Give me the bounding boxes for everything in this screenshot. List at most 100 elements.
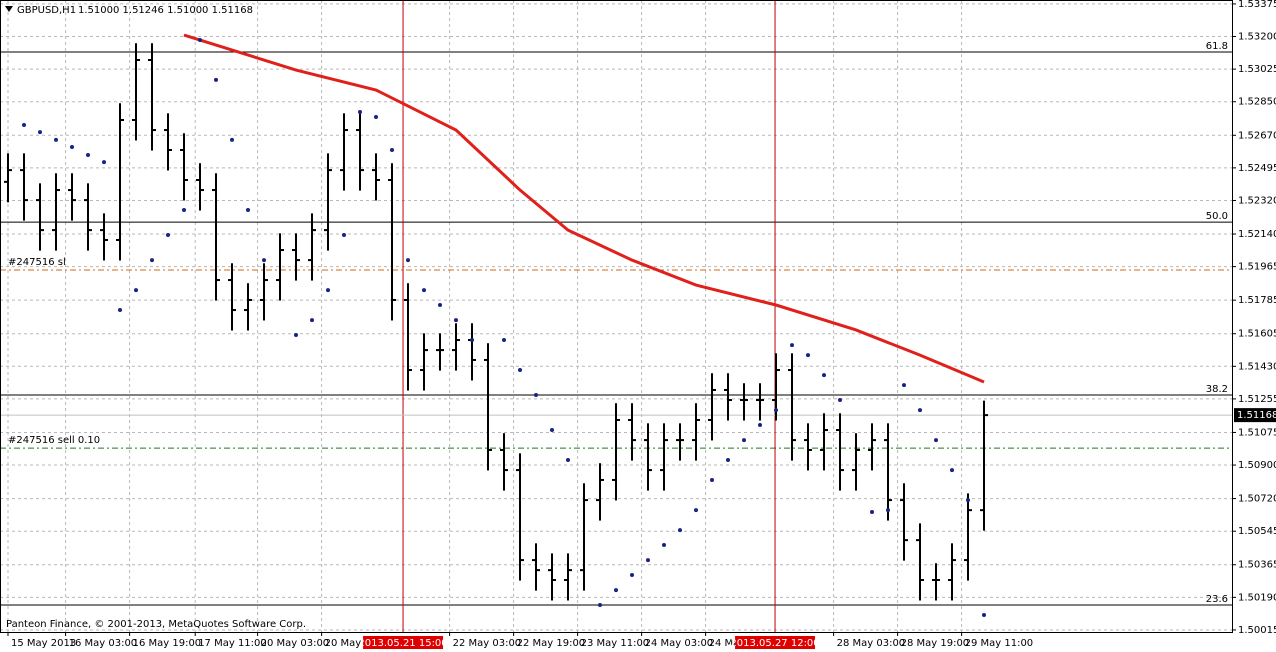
sar-dot [950,468,954,473]
sar-dot [630,572,634,577]
x-tick-label: 23 May 11:00 [581,638,650,649]
sar-dot [758,422,762,427]
x-tick-label: 28 May 19:00 [901,638,970,649]
sar-dot [966,498,970,503]
date-highlight-label: 2013.05.21 15:00 [358,638,447,649]
sar-dot [502,338,506,343]
symbol-title: GBPUSD,H1 [17,5,76,16]
y-tick-label: 1.53200 [1238,32,1276,43]
plot-area: 61.8 50.0 38.2 23.6 #247516 sl #247516 sell 0… [0,0,1232,632]
y-tick-label: 1.52320 [1238,195,1276,206]
sar-dot [614,588,618,593]
sar-dot [214,77,218,82]
y-tick-label: 1.51965 [1238,262,1276,273]
x-tick-label: 22 May 03:00 [453,638,522,649]
y-tick-label: 1.52670 [1238,130,1276,141]
sar-dot [550,428,554,433]
x-tick-label: 20 May 03:00 [261,638,330,649]
sar-dot [422,288,426,293]
sar-dot [726,458,730,463]
sar-dot [470,338,474,343]
y-tick-label: 1.52850 [1238,97,1276,108]
level-label: 61.8 [1206,41,1228,52]
sar-dot [598,602,602,607]
sar-dot [774,408,778,413]
y-tick-label: 1.53375 [1238,0,1276,10]
y-tick-label: 1.51075 [1238,427,1276,438]
date-highlight [363,636,444,649]
x-tick-label: 16 May 19:00 [133,638,202,649]
sar-dot [902,383,906,388]
last-price-label: 1.51168 [1237,410,1276,421]
menu-icon[interactable] [5,6,13,12]
y-tick-label: 1.50015 [1238,625,1276,636]
sar-dot [694,508,698,513]
plot-border [0,0,1233,633]
sar-dot [870,510,874,515]
x-tick-label: 28 May 03:00 [837,638,906,649]
sar-dot [454,318,458,323]
sar-dot [54,137,58,142]
sar-dot [790,343,794,348]
y-tick-label: 1.50545 [1238,526,1276,537]
y-tick-label: 1.51430 [1238,361,1276,372]
sar-dot [406,258,410,263]
sar-dot [198,38,202,43]
y-tick-label: 1.50190 [1238,592,1276,603]
x-tick-label: 22 May 19:00 [517,638,586,649]
sar-dot [518,368,522,373]
sar-dot [982,613,986,618]
last-price-box [1234,408,1276,423]
y-tick-label: 1.51605 [1238,329,1276,340]
x-tick-label: 17 May 11:00 [198,638,267,649]
sar-dot [70,145,74,150]
sar-dot [742,438,746,443]
sar-dot [662,542,666,547]
sar-dot [118,308,122,313]
copyright: Panteon Finance, © 2001-2013, MetaQuotes… [6,619,306,630]
sar-dot [262,258,266,263]
level-label: 23.6 [1206,594,1228,605]
sar-dot [102,160,106,165]
y-tick-label: 1.50720 [1238,494,1276,505]
moving-average [183,33,985,384]
sar-dot [134,288,138,293]
sar-dot [822,373,826,378]
sar-dot [710,477,714,482]
date-highlight-label: 2013.05.27 12:00 [730,638,819,649]
sar-dot [438,303,442,308]
sar-dot [358,109,362,114]
sar-dot [934,438,938,443]
x-tick-label: 29 May 11:00 [965,638,1034,649]
sar-dot [374,115,378,120]
sar-dot [22,123,26,128]
y-tick-label: 1.52495 [1238,163,1276,174]
sar-dot [534,393,538,397]
sar-dot [150,258,154,263]
sar-dot [246,207,250,212]
y-tick-label: 1.53025 [1238,64,1276,75]
y-tick-label: 1.50365 [1238,560,1276,571]
sar-dot [646,558,650,563]
level-label: #247516 sell 0.10 [8,435,100,446]
sar-dot [342,232,346,237]
date-highlight [735,636,816,649]
level-label: 38.2 [1206,384,1228,395]
sar-dot [166,232,170,237]
sar-dot [310,318,314,323]
sar-dot [838,398,842,403]
sar-dot [86,153,90,158]
ohlc-readout: 1.51000 1.51246 1.51000 1.51168 [78,5,253,16]
sar-dot [294,333,298,338]
sar-dot [566,458,570,463]
sar-dot [678,528,682,533]
y-tick-label: 1.52140 [1238,229,1276,240]
sar-dot [326,288,330,293]
x-tick-label: 15 May 2013 [11,638,76,649]
sar-dot [918,408,922,413]
level-label: #247516 sl [8,257,66,268]
sar-dot [230,137,234,142]
y-tick-label: 1.50900 [1238,460,1276,471]
sar-dot [886,508,890,513]
